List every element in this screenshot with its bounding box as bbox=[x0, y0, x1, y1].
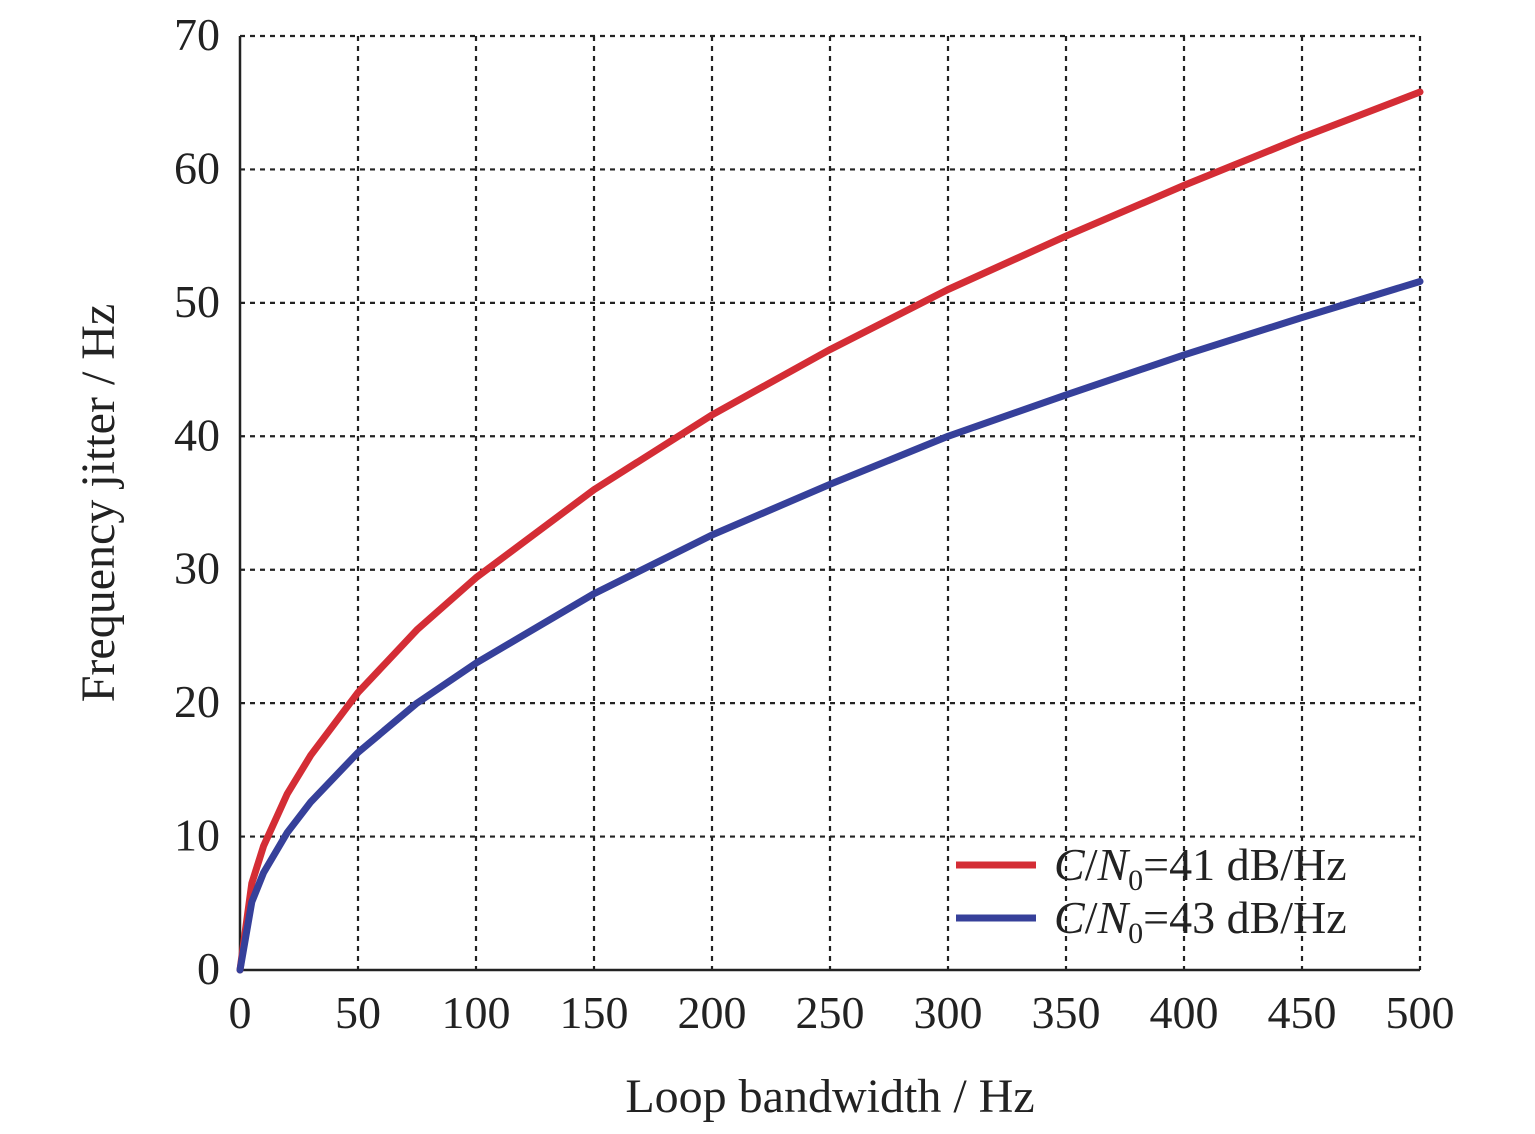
legend-label-series-2: C/N0=43 dB/Hz bbox=[1054, 892, 1347, 950]
y-tick-label: 70 bbox=[174, 9, 220, 60]
y-tick-label: 30 bbox=[174, 543, 220, 594]
x-tick-label: 200 bbox=[678, 987, 747, 1038]
grid-lines bbox=[240, 34, 1422, 970]
y-tick-label: 40 bbox=[174, 409, 220, 460]
y-tick-label: 50 bbox=[174, 276, 220, 327]
y-tick-label: 60 bbox=[174, 142, 220, 193]
y-axis-title: Frequency jitter / Hz bbox=[72, 304, 125, 703]
tick-labels: 0 50 100 150 200 250 300 350 400 450 500 0 10 20 30 40 5… bbox=[174, 9, 1455, 1038]
series-lines bbox=[236, 88, 1424, 974]
y-tick-label: 0 bbox=[197, 943, 220, 994]
x-tick-label: 50 bbox=[335, 987, 381, 1038]
x-tick-label: 250 bbox=[796, 987, 865, 1038]
x-tick-label: 100 bbox=[442, 987, 511, 1038]
x-tick-label: 500 bbox=[1386, 987, 1455, 1038]
y-tick-label: 20 bbox=[174, 676, 220, 727]
axes bbox=[238, 36, 1420, 972]
x-tick-label: 150 bbox=[560, 987, 629, 1038]
legend: C/N0=41 dB/Hz C/N0=43 dB/Hz bbox=[956, 839, 1347, 950]
x-tick-label: 0 bbox=[229, 987, 252, 1038]
x-axis-title: Loop bandwidth / Hz bbox=[625, 1070, 1034, 1123]
legend-label-series-1: C/N0=41 dB/Hz bbox=[1054, 839, 1347, 897]
series-line-1 bbox=[236, 88, 1424, 974]
x-tick-label: 450 bbox=[1268, 987, 1337, 1038]
y-tick-label: 10 bbox=[174, 810, 220, 861]
x-tick-label: 400 bbox=[1150, 987, 1219, 1038]
x-tick-label: 300 bbox=[914, 987, 983, 1038]
x-tick-label: 350 bbox=[1032, 987, 1101, 1038]
series-line-2 bbox=[236, 278, 1424, 974]
